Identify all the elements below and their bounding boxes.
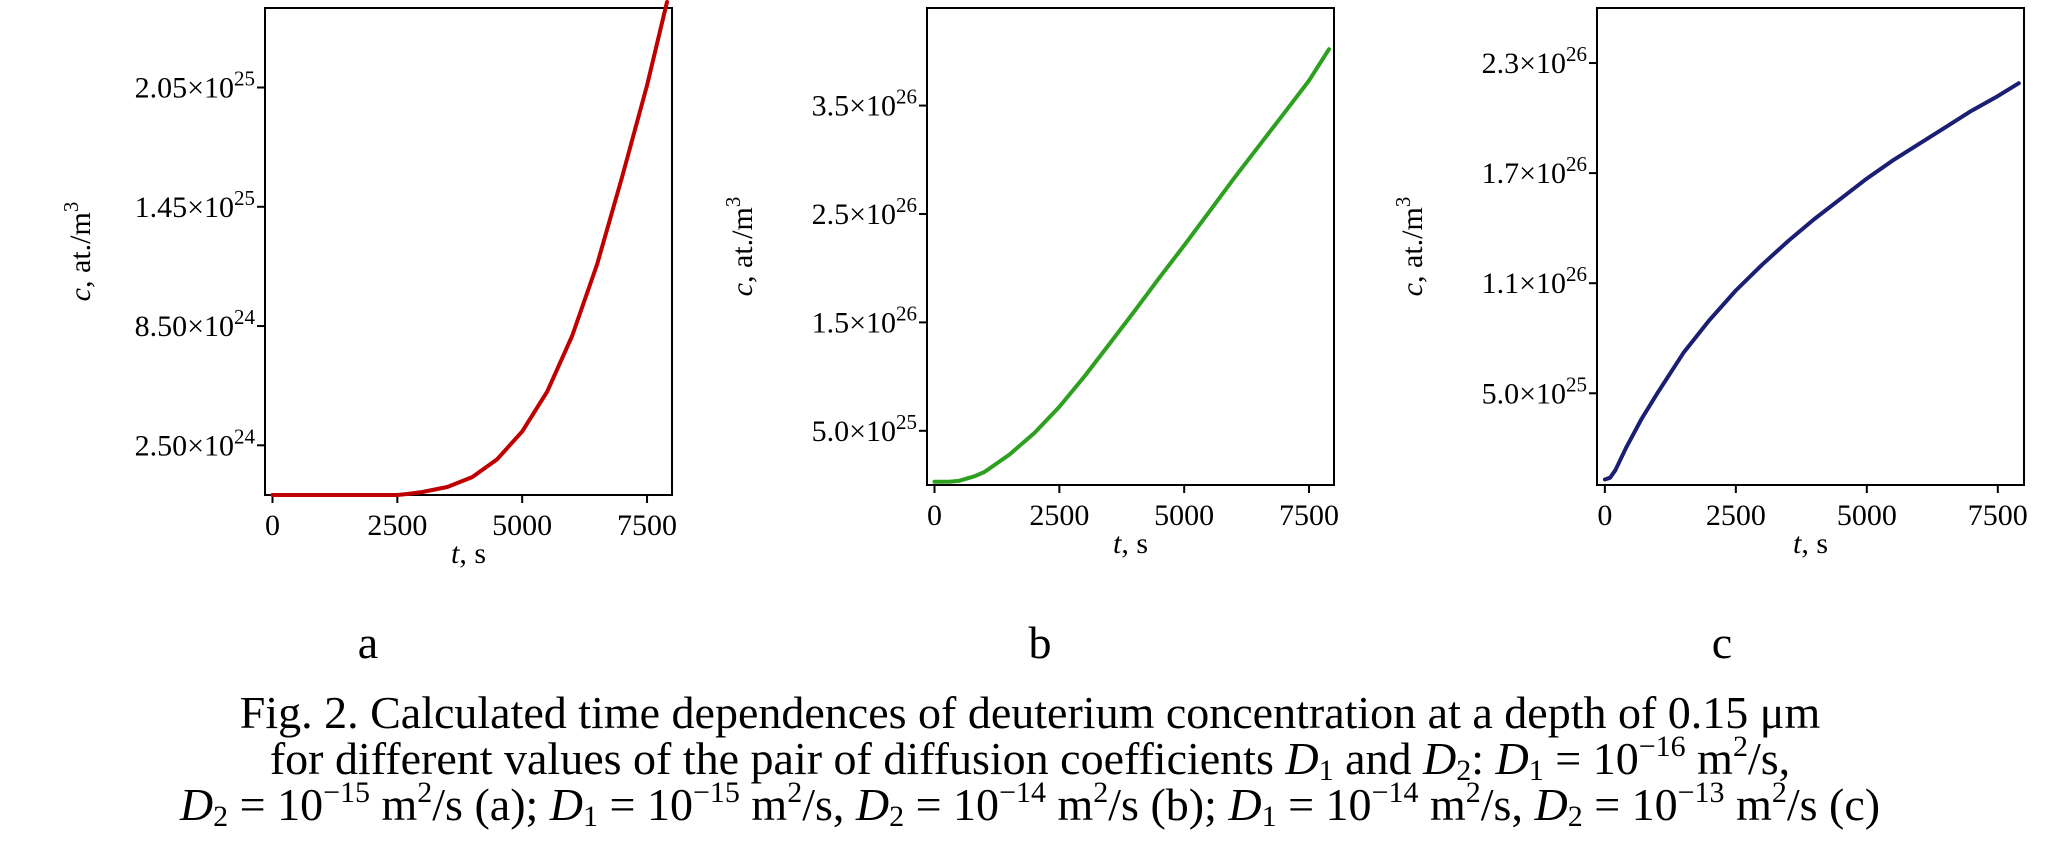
x-tick-label: 5000 [492,509,552,542]
y-tick-label: 5.0×1025 [1482,372,1587,410]
x-tick-label: 2500 [1706,499,1766,532]
x-tick-label: 0 [927,499,942,532]
x-axis-label: t, s [1793,527,1828,560]
panel-letter-b: b [1029,617,1052,668]
x-tick-label: 7500 [1968,499,2028,532]
plot-frame [926,7,1335,486]
figure-caption: Fig. 2. Calculated time dependences of d… [0,687,2060,833]
y-tick-label: 2.50×1024 [135,424,256,462]
caption-line-3: D2 = 10−15 m2/s (a); D1 = 10−15 m2/s, D2… [179,776,1881,833]
x-tick-label: 5000 [1154,499,1214,532]
x-tick-label: 7500 [1279,499,1339,532]
chart-panel-a: 0 2500 5000 7500 2.50×1024 8.50×1024 1.45×1025… [59,0,677,668]
y-tick-label: 1.45×1025 [135,186,255,224]
y-tick-label: 5.0×1025 [812,410,917,448]
y-tick-label: 2.3×1026 [1482,42,1587,80]
panel-letter-a: a [358,617,378,668]
caption-line-2: for different values of the pair of diff… [269,730,1791,787]
x-tick-label: 5000 [1837,499,1897,532]
x-axis-label: t, s [1113,527,1148,560]
y-axis-label: c, at./m3 [59,202,97,302]
x-tick-label: 0 [265,509,280,542]
y-tick-label: 8.50×1024 [135,305,256,343]
x-tick-label: 2500 [1029,499,1089,532]
y-tick-label: 1.7×1026 [1482,152,1587,190]
series-line-a-0 [270,0,669,497]
x-tick-label: 0 [1597,499,1612,532]
caption-line-1: Fig. 2. Calculated time dependences of d… [239,687,1821,738]
y-axis-label: c, at./m3 [721,197,759,297]
y-tick-label: 1.1×1026 [1482,262,1587,300]
x-axis-label: t, s [451,537,486,570]
y-tick-label: 2.5×1026 [812,193,917,231]
plot-frame [1596,7,2025,486]
series-line-b-0 [932,47,1331,484]
chart-panel-c: 0 2500 5000 7500 5.0×1025 1.1×1026 1.7×1026 2.3… [1391,7,2028,668]
y-axis-label: c, at./m3 [1391,197,1429,297]
y-tick-label: 1.5×1026 [812,301,917,339]
chart-panel-b: 0 2500 5000 7500 5.0×1025 1.5×1026 2.5×1026 3.5… [721,7,1339,668]
x-tick-label: 7500 [617,509,677,542]
y-tick-label: 2.05×1025 [135,67,255,105]
x-tick-label: 2500 [367,509,427,542]
plot-frame [264,7,673,496]
y-tick-label: 3.5×1026 [812,85,917,123]
panel-letter-c: c [1712,617,1732,668]
series-line-c-0 [1602,81,2021,482]
